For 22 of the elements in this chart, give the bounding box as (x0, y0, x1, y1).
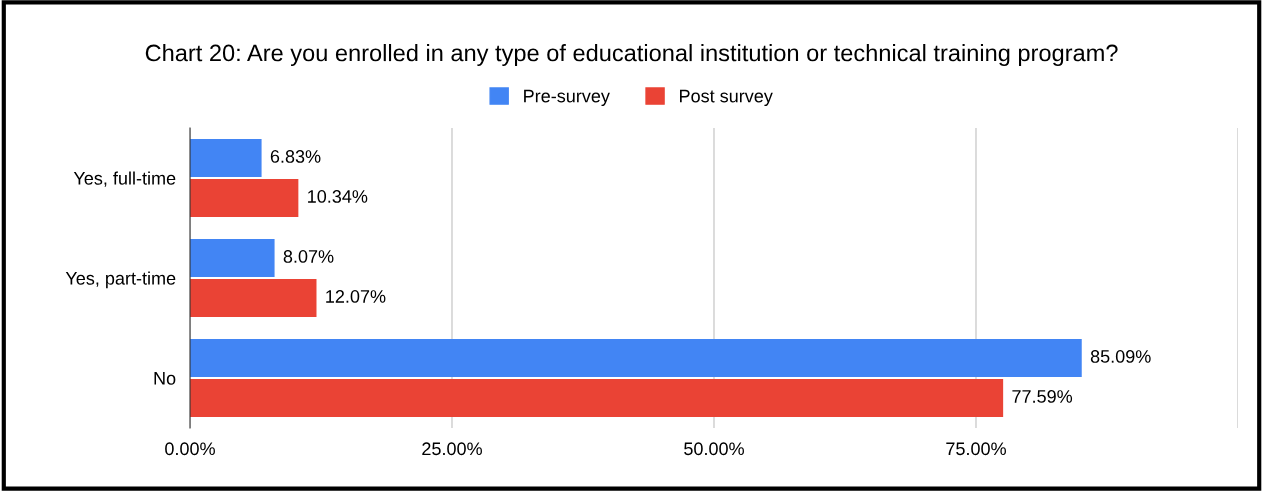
bar (190, 139, 262, 177)
y-tick-label: No (154, 372, 176, 385)
bar (190, 239, 275, 277)
data-label: 12.07% (326, 290, 386, 303)
bar (190, 179, 299, 217)
x-tick-label: 0.00% (165, 442, 215, 456)
y-tick-label: Yes, full-time (73, 171, 176, 187)
legend-label: Pre-survey (524, 89, 610, 107)
bar (190, 339, 1082, 377)
y-tick-label: Yes, part-time (65, 271, 176, 289)
data-label: 6.83% (270, 150, 321, 163)
bar (190, 379, 1004, 417)
legend-label: Post survey (680, 89, 773, 107)
data-label: 85.09% (1090, 350, 1151, 363)
x-tick-label: 25.00% (422, 442, 482, 456)
data-label: 77.59% (1012, 390, 1073, 403)
bar (190, 279, 317, 317)
x-tick-label: 75.00% (946, 442, 1006, 456)
x-tick-label: 50.00% (684, 442, 744, 456)
data-label: 10.34% (308, 190, 368, 203)
data-label: 8.07% (283, 250, 334, 263)
chart-title: Chart 20: Are you enrolled in any type of educational institution or technical training program? (145, 44, 1118, 66)
